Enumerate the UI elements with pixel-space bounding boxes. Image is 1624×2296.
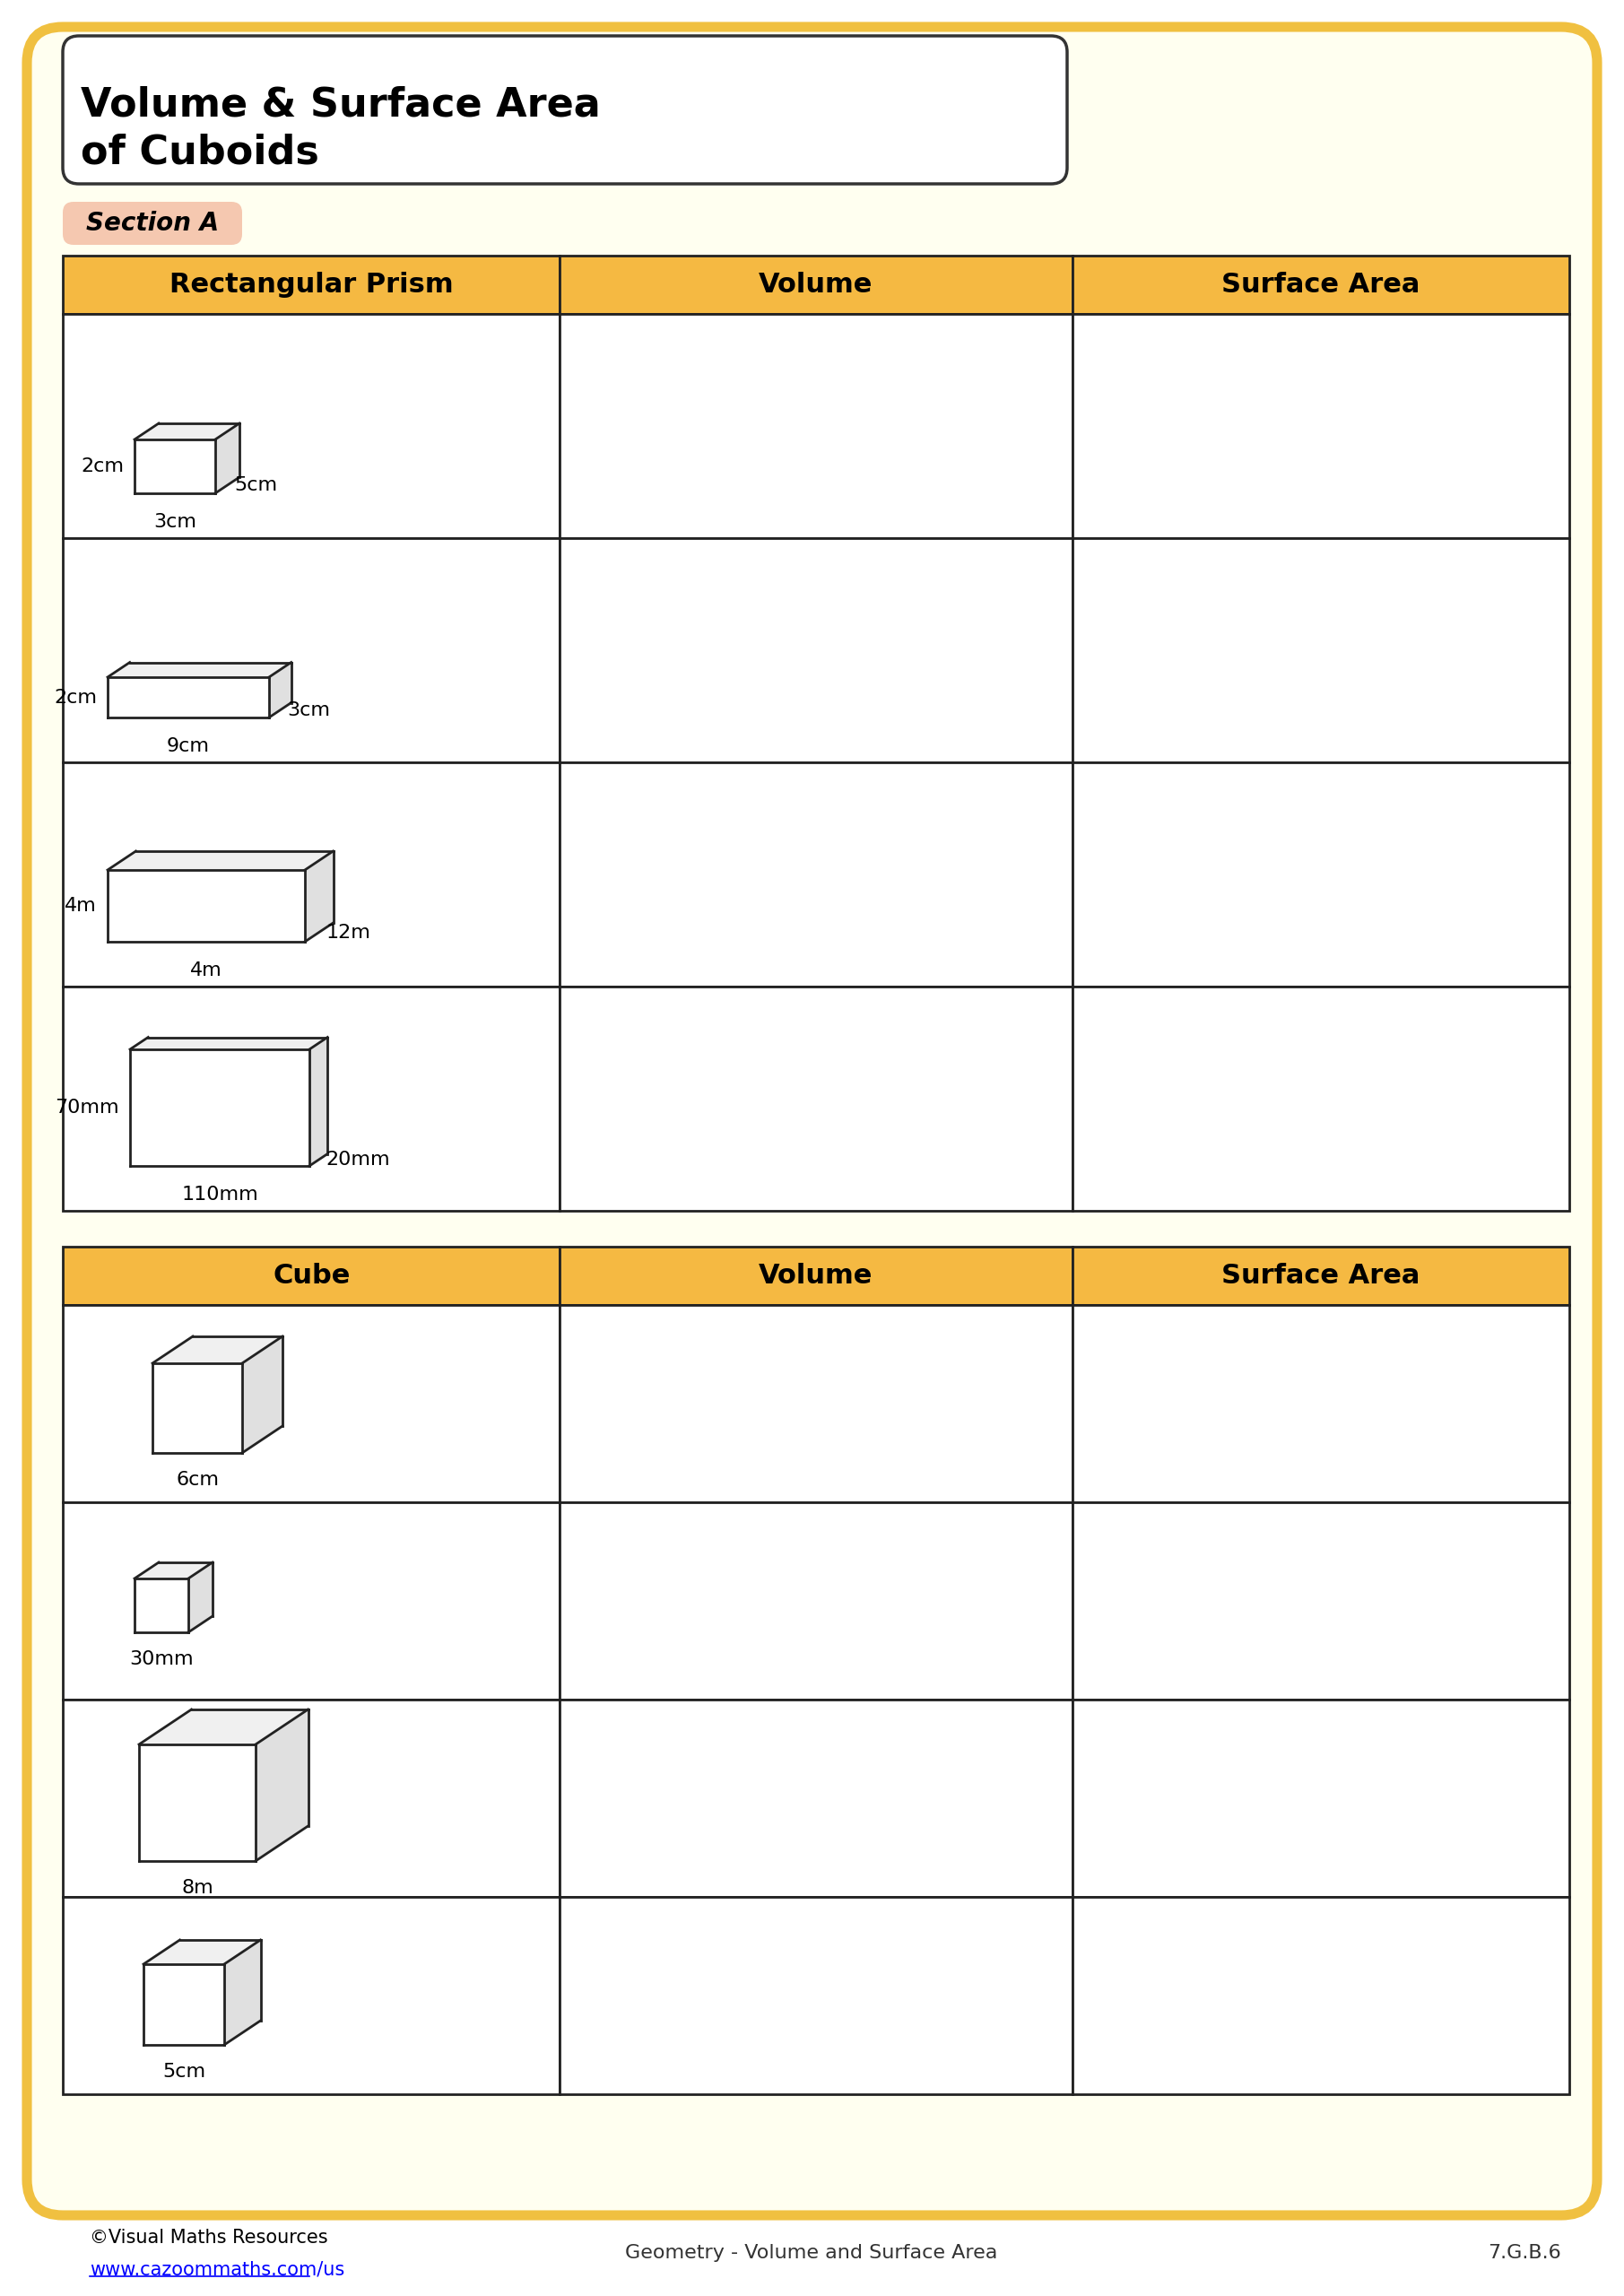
Polygon shape bbox=[140, 1745, 255, 1862]
Bar bbox=[560, 1304, 1072, 1502]
Text: 30mm: 30mm bbox=[130, 1651, 193, 1669]
Bar bbox=[560, 762, 1072, 987]
Polygon shape bbox=[135, 1561, 213, 1580]
Polygon shape bbox=[188, 1561, 213, 1632]
Polygon shape bbox=[255, 1711, 309, 1862]
Text: ©Visual Maths Resources: ©Visual Maths Resources bbox=[89, 2229, 328, 2248]
Bar bbox=[1072, 1304, 1569, 1502]
Text: 5cm: 5cm bbox=[162, 2062, 205, 2080]
FancyBboxPatch shape bbox=[63, 37, 1067, 184]
Text: 20mm: 20mm bbox=[326, 1150, 390, 1169]
Bar bbox=[560, 537, 1072, 762]
Bar bbox=[560, 1247, 1072, 1304]
Polygon shape bbox=[135, 439, 216, 494]
Text: 110mm: 110mm bbox=[182, 1185, 258, 1203]
Text: 3cm: 3cm bbox=[287, 700, 330, 719]
Polygon shape bbox=[143, 1963, 224, 2046]
Bar bbox=[1072, 987, 1569, 1210]
Text: Surface Area: Surface Area bbox=[1221, 1263, 1419, 1288]
Polygon shape bbox=[130, 1049, 310, 1166]
Text: Geometry - Volume and Surface Area: Geometry - Volume and Surface Area bbox=[625, 2243, 997, 2262]
Text: www.cazoommaths.com/us: www.cazoommaths.com/us bbox=[89, 2259, 344, 2278]
Bar bbox=[1072, 255, 1569, 315]
Bar bbox=[560, 255, 1072, 315]
Polygon shape bbox=[310, 1038, 328, 1166]
Bar bbox=[1072, 1502, 1569, 1699]
Polygon shape bbox=[140, 1711, 309, 1745]
Bar bbox=[63, 1896, 560, 2094]
Bar bbox=[1072, 1699, 1569, 1896]
Bar bbox=[560, 1699, 1072, 1896]
Text: 2cm: 2cm bbox=[54, 689, 97, 707]
Bar bbox=[63, 762, 560, 987]
Text: 3cm: 3cm bbox=[153, 512, 197, 530]
Text: 70mm: 70mm bbox=[55, 1100, 119, 1116]
Polygon shape bbox=[135, 422, 239, 439]
Polygon shape bbox=[135, 1580, 188, 1632]
Text: 4m: 4m bbox=[190, 962, 222, 980]
Bar bbox=[63, 1502, 560, 1699]
Text: 6cm: 6cm bbox=[175, 1472, 219, 1488]
Bar bbox=[560, 1896, 1072, 2094]
Polygon shape bbox=[224, 1940, 260, 2046]
Text: of Cuboids: of Cuboids bbox=[81, 133, 320, 172]
Polygon shape bbox=[130, 1038, 328, 1049]
FancyBboxPatch shape bbox=[28, 28, 1596, 2216]
Bar bbox=[63, 315, 560, 537]
Bar bbox=[63, 1699, 560, 1896]
Bar bbox=[63, 1247, 560, 1304]
Bar bbox=[63, 537, 560, 762]
Bar bbox=[63, 1304, 560, 1502]
FancyBboxPatch shape bbox=[63, 202, 242, 246]
Text: 2cm: 2cm bbox=[81, 457, 123, 475]
Bar bbox=[1072, 762, 1569, 987]
Bar bbox=[560, 1502, 1072, 1699]
Polygon shape bbox=[107, 852, 333, 870]
Text: Section A: Section A bbox=[86, 211, 219, 236]
Bar bbox=[1072, 1247, 1569, 1304]
Polygon shape bbox=[153, 1364, 242, 1453]
Bar bbox=[560, 987, 1072, 1210]
Polygon shape bbox=[107, 661, 291, 677]
Polygon shape bbox=[216, 422, 239, 494]
Bar bbox=[1072, 315, 1569, 537]
Bar bbox=[560, 315, 1072, 537]
Text: 7.G.B.6: 7.G.B.6 bbox=[1488, 2243, 1561, 2262]
Text: 12m: 12m bbox=[326, 923, 370, 941]
Polygon shape bbox=[153, 1336, 283, 1364]
Text: Volume: Volume bbox=[758, 271, 874, 298]
Polygon shape bbox=[242, 1336, 283, 1453]
Polygon shape bbox=[143, 1940, 260, 1963]
Text: Cube: Cube bbox=[273, 1263, 351, 1288]
Text: 9cm: 9cm bbox=[167, 737, 209, 755]
Bar bbox=[63, 255, 560, 315]
Text: Surface Area: Surface Area bbox=[1221, 271, 1419, 298]
Polygon shape bbox=[305, 852, 333, 941]
Bar bbox=[63, 987, 560, 1210]
Bar bbox=[1072, 1896, 1569, 2094]
Polygon shape bbox=[107, 677, 270, 719]
Text: 5cm: 5cm bbox=[234, 475, 278, 494]
Text: Rectangular Prism: Rectangular Prism bbox=[169, 271, 453, 298]
Text: Volume: Volume bbox=[758, 1263, 874, 1288]
Polygon shape bbox=[107, 870, 305, 941]
Bar bbox=[1072, 537, 1569, 762]
Text: 4m: 4m bbox=[65, 898, 97, 914]
Text: 8m: 8m bbox=[182, 1878, 213, 1896]
Text: Volume & Surface Area: Volume & Surface Area bbox=[81, 85, 601, 124]
Polygon shape bbox=[270, 661, 291, 719]
